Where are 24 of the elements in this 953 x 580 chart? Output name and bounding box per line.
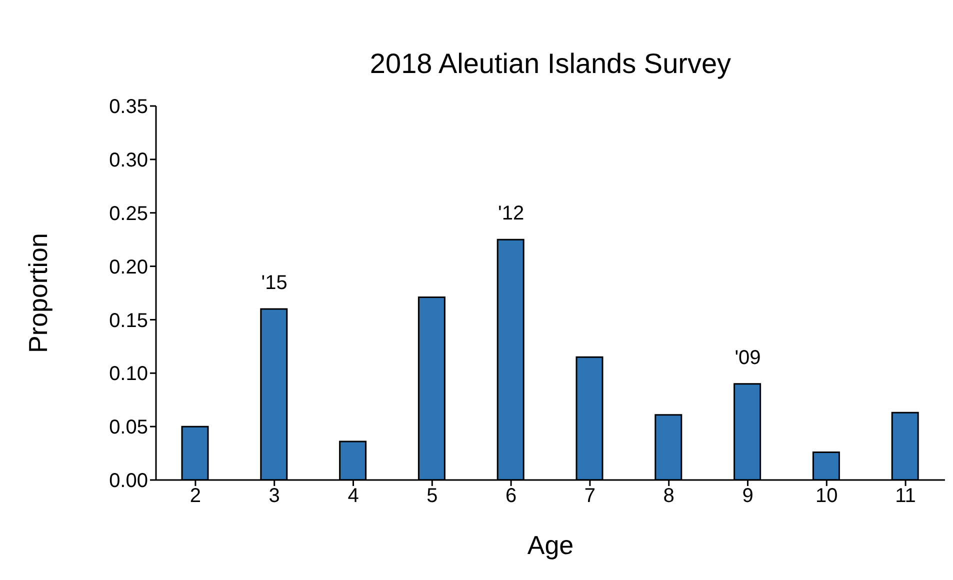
y-tick-label: 0.05 [109, 416, 148, 439]
x-axis-title: Age [527, 530, 574, 560]
annotation: '15 [261, 272, 288, 294]
x-tick-label: 7 [584, 485, 596, 508]
y-axis-title: Proportion [23, 233, 54, 353]
x-tick-label: 8 [663, 485, 674, 508]
y-tick-label: 0.15 [109, 310, 148, 332]
x-tick-label: 9 [742, 485, 754, 508]
x-tick-label: 3 [268, 485, 280, 508]
chart-title: 2018 Aleutian Islands Survey [368, 48, 732, 80]
x-tick-label: 10 [816, 485, 838, 508]
x-tick-label: 5 [426, 485, 438, 508]
x-tick-label: 11 [895, 485, 916, 508]
y-tick-label: 0.20 [109, 256, 148, 278]
y-tick-label: 0.30 [109, 150, 148, 172]
x-tick-label: 6 [505, 485, 517, 508]
x-tick-label: 4 [348, 485, 359, 508]
x-tick-label: 2 [190, 485, 202, 508]
y-tick-label: 0.35 [109, 96, 148, 118]
y-tick-label: 0.10 [109, 363, 148, 386]
annotation: '09 [734, 346, 761, 369]
y-tick-label: 0.00 [109, 470, 148, 492]
annotation: '12 [498, 202, 524, 225]
y-tick-label: 0.25 [109, 202, 148, 225]
